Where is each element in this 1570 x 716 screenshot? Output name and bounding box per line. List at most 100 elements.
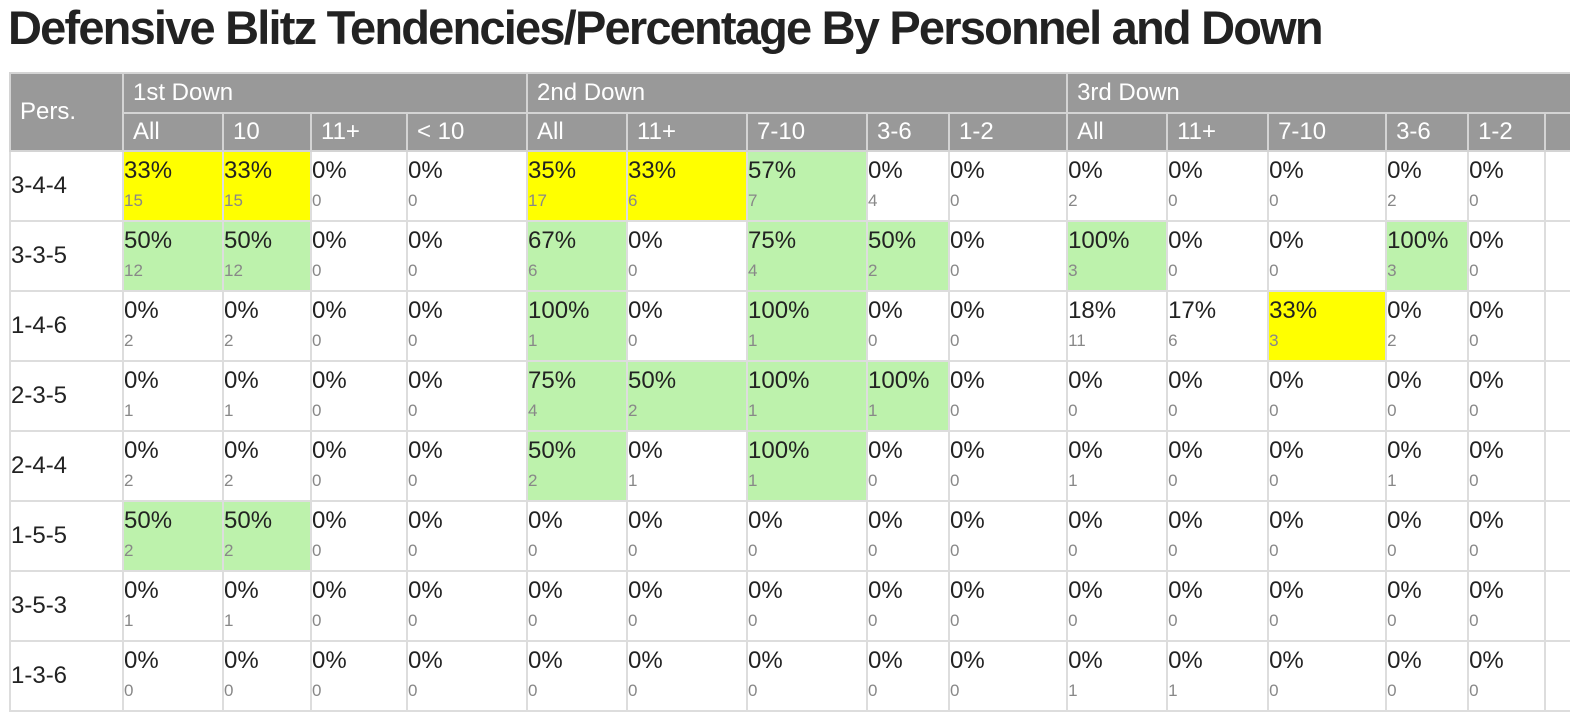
blitz-percentage: 0% bbox=[1469, 227, 1504, 254]
blitz-percentage: 35% bbox=[528, 157, 577, 184]
data-cell: 0% 0 bbox=[1267, 360, 1388, 432]
play-count: 0 bbox=[408, 261, 418, 280]
data-cell: 0% 1 bbox=[1066, 640, 1169, 712]
data-cell: 0% 0 bbox=[1467, 640, 1547, 712]
data-cell: 0% 0 bbox=[1385, 640, 1470, 712]
play-count: 4 bbox=[748, 261, 758, 280]
data-cell: 0% 1 bbox=[1066, 430, 1169, 502]
blitz-percentage: 0% bbox=[1269, 437, 1304, 464]
personnel-label: 2-3-5 bbox=[9, 360, 124, 432]
blitz-percentage: 100% bbox=[528, 297, 590, 324]
data-cell: 0% 0 bbox=[866, 290, 951, 362]
play-count: 0 bbox=[1168, 401, 1178, 420]
play-count: 0 bbox=[1269, 611, 1279, 630]
blitz-percentage: 0% bbox=[1068, 647, 1103, 674]
play-count: 0 bbox=[1469, 331, 1479, 350]
blitz-percentage: 0% bbox=[1469, 367, 1504, 394]
data-cell: 0% 0 bbox=[1467, 570, 1547, 642]
blitz-percentage: 18% bbox=[1068, 297, 1117, 324]
play-count: 0 bbox=[1469, 611, 1479, 630]
blitz-percentage: 0% bbox=[408, 227, 443, 254]
blitz-percentage: 33% bbox=[1269, 297, 1318, 324]
blitz-percentage: 0% bbox=[748, 647, 783, 674]
data-cell: 0% 0 bbox=[405, 640, 529, 712]
play-count: 0 bbox=[528, 611, 538, 630]
data-cell: 0% 0 bbox=[1467, 290, 1547, 362]
play-count: 15 bbox=[124, 191, 143, 210]
data-cell: 0% 0 bbox=[1166, 430, 1270, 502]
data-cell: 0% 0 bbox=[1066, 360, 1169, 432]
column-header: 11+ bbox=[1166, 112, 1270, 152]
blitz-percentage: 0% bbox=[312, 647, 347, 674]
data-cell: 0% 0 bbox=[948, 360, 1069, 432]
play-count: 2 bbox=[224, 541, 234, 560]
column-header: < 10 bbox=[405, 112, 529, 152]
play-count: 0 bbox=[1387, 611, 1397, 630]
blitz-percentage: 0% bbox=[950, 157, 985, 184]
play-count: 0 bbox=[1387, 401, 1397, 420]
play-count: 0 bbox=[1068, 611, 1078, 630]
play-count: 0 bbox=[868, 331, 878, 350]
data-cell: 0% 2 bbox=[1066, 150, 1169, 222]
blitz-percentage: 100% bbox=[748, 297, 810, 324]
blitz-percentage: 75% bbox=[748, 227, 797, 254]
blitz-percentage: 0% bbox=[1269, 577, 1304, 604]
data-cell: 0% 4 bbox=[866, 150, 951, 222]
data-cell: 0% 0 bbox=[746, 640, 869, 712]
blitz-percentage: 0% bbox=[1387, 367, 1422, 394]
data-cell: 0% 0 bbox=[1467, 360, 1547, 432]
data-cell: 0% 0 bbox=[310, 150, 408, 222]
data-cell: 0% 0 bbox=[310, 290, 408, 362]
data-cell: 0% 0 bbox=[626, 220, 749, 292]
data-cell: 0% 2 bbox=[122, 290, 224, 362]
play-count: 4 bbox=[528, 401, 538, 420]
data-cell: 67% 6 bbox=[526, 220, 629, 292]
blitz-percentage: 0% bbox=[1387, 507, 1422, 534]
play-count: 0 bbox=[1269, 541, 1279, 560]
play-count: 0 bbox=[312, 611, 322, 630]
play-count: 12 bbox=[224, 261, 243, 280]
play-count: 6 bbox=[528, 261, 538, 280]
blitz-percentage: 0% bbox=[1469, 297, 1504, 324]
blitz-percentage: 0% bbox=[528, 507, 563, 534]
column-header: 10 bbox=[222, 112, 312, 152]
blitz-percentage: 0% bbox=[950, 577, 985, 604]
play-count: 17 bbox=[528, 191, 547, 210]
blitz-percentage: 0% bbox=[224, 577, 259, 604]
blitz-percentage: 0% bbox=[1269, 647, 1304, 674]
data-cell: 0% 0 bbox=[1166, 220, 1270, 292]
play-count: 0 bbox=[950, 401, 960, 420]
blitz-percentage: 0% bbox=[1387, 577, 1422, 604]
data-cell: 0% 0 bbox=[948, 570, 1069, 642]
play-count: 0 bbox=[1469, 401, 1479, 420]
play-count: 1 bbox=[1068, 681, 1078, 700]
data-cell: 33% 6 bbox=[626, 150, 749, 222]
table-row: 1-5-5 50% 2 50% 2 0% 0 0% 0 0% 0 0% 0 0% 0 0% 0 0% 0 0% 0 0% 0… bbox=[9, 500, 1570, 572]
data-cell: 100% 1 bbox=[746, 430, 869, 502]
table-row: 3-5-3 0% 1 0% 1 0% 0 0% 0 0% 0 0% 0 0% 0 0% 0 0% 0 0% 0 0% 0 0%… bbox=[9, 570, 1570, 642]
blitz-percentage: 0% bbox=[1168, 227, 1203, 254]
blitz-percentage: 0% bbox=[408, 507, 443, 534]
data-cell: 0% 0 bbox=[866, 640, 951, 712]
blitz-percentage: 17% bbox=[1168, 297, 1217, 324]
play-count: 0 bbox=[1168, 611, 1178, 630]
data-cell: 0% 0 bbox=[1267, 500, 1388, 572]
column-header: All bbox=[526, 112, 629, 152]
blitz-percentage: 50% bbox=[224, 227, 273, 254]
blitz-percentage: 0% bbox=[1469, 437, 1504, 464]
play-count: 0 bbox=[1469, 681, 1479, 700]
table-row: 1-3-6 0% 0 0% 0 0% 0 0% 0 0% 0 0% 0 0% 0 0% 0 0% 0 0% 1 0% 1 0%… bbox=[9, 640, 1570, 712]
blitz-percentage: 0% bbox=[950, 297, 985, 324]
play-count: 0 bbox=[950, 191, 960, 210]
data-cell: 0% 0 bbox=[405, 500, 529, 572]
personnel-label: 2-4-4 bbox=[9, 430, 124, 502]
play-count: 0 bbox=[1269, 261, 1279, 280]
data-cell-overflow bbox=[1544, 220, 1570, 292]
blitz-percentage: 0% bbox=[408, 157, 443, 184]
play-count: 2 bbox=[1068, 191, 1078, 210]
play-count: 1 bbox=[748, 471, 758, 490]
play-count: 0 bbox=[1168, 191, 1178, 210]
data-cell: 100% 3 bbox=[1066, 220, 1169, 292]
play-count: 1 bbox=[124, 401, 134, 420]
data-cell: 0% 0 bbox=[626, 290, 749, 362]
